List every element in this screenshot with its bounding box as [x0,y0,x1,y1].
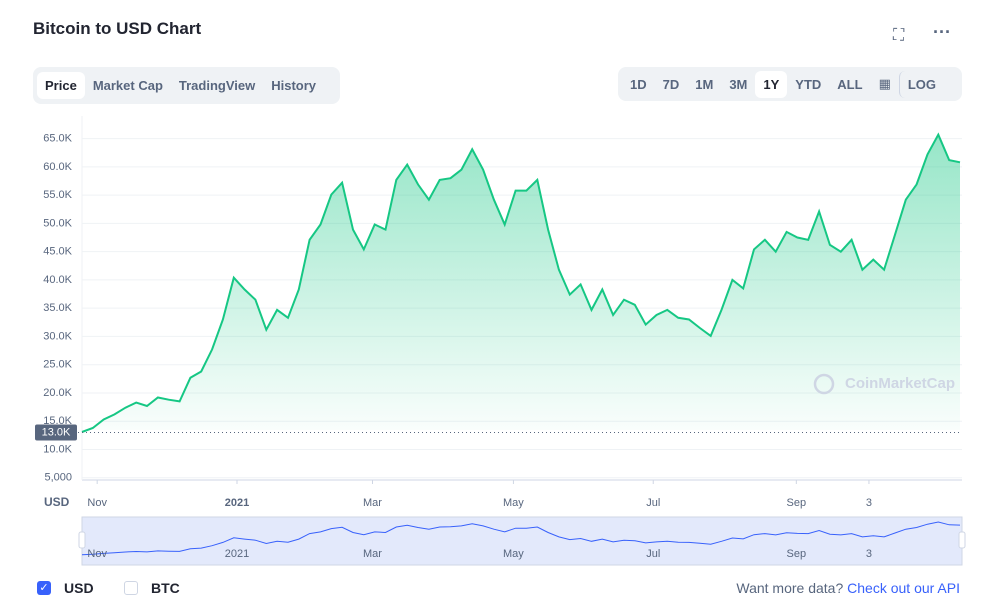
navigator-tick-label: Jul [646,548,660,560]
marker-box [35,424,77,441]
log-button[interactable]: LOG [898,70,944,98]
y-tick-label: 50.0K [43,217,72,229]
navigator-handle [78,531,86,549]
tab-group: Price Market Cap TradingView History [33,67,340,104]
fullscreen-icon[interactable]: ⛶ [893,27,905,44]
y-tick-label: 15.0K [43,415,72,427]
price-line [81,132,961,433]
y-tick-label: 55.0K [43,189,72,201]
range-button[interactable]: 1D [630,76,647,92]
y-tick-label: 25.0K [43,359,72,371]
range-button[interactable]: ALL [837,76,863,92]
axis-label: USD [44,495,70,509]
range-button[interactable]: 3M [729,76,748,92]
range-button[interactable]: 1Y [755,70,788,98]
y-tick-label: 35.0K [43,302,72,314]
range-button[interactable]: 1M [695,76,714,92]
option-label[interactable]: BTC [151,580,180,596]
tab[interactable]: TradingView [178,78,256,93]
navigator-tick-label: 2021 [225,548,249,560]
api-prompt: Want more data? Check out our API [736,580,960,596]
y-tick-label: 40.0K [43,274,72,286]
chart-title: Bitcoin to USD Chart [33,19,202,38]
y-tick-label: 45.0K [43,246,72,258]
navigator-tick-label: Mar [363,548,382,560]
y-tick-label: 10.0K [43,443,72,455]
navigator-line [81,521,961,556]
y-tick-label: 20.0K [43,387,72,399]
x-tick-label: May [503,497,524,509]
tab[interactable]: Market Cap [92,78,163,93]
navigator-tick-label: May [503,548,524,560]
marker-label: 13.0K [42,426,71,438]
y-tick-label: 30.0K [43,330,72,342]
y-tick-label: 60.0K [43,161,72,173]
prompt: Want more data? [736,580,844,596]
option-label[interactable]: USD [64,580,94,596]
x-tick-label: Nov [87,497,107,509]
range-button[interactable]: 7D [662,76,680,92]
tab[interactable]: Price [37,72,85,99]
calendar-icon[interactable]: ▦ [878,76,891,91]
x-tick-label: Jul [646,497,660,509]
x-tick-label: Mar [363,497,382,509]
more-icon[interactable]: ··· [933,22,951,42]
api-link[interactable]: Check out our API [847,580,960,596]
x-tick-label: Sep [787,497,807,509]
checkbox[interactable] [124,581,138,595]
navigator [81,516,963,566]
tab[interactable]: History [271,78,317,93]
x-tick-label: 3 [866,497,872,509]
range-group: 1D 7D 1M 3M 1Y YTD ALL ▦ LOG [618,67,962,101]
navigator-tick-label: Nov [87,548,107,560]
y-tick-label: 5,000 [44,472,72,484]
x-tick-label: 2021 [225,497,249,509]
navigator-handle [958,531,966,549]
y-tick-label: 65.0K [43,133,72,145]
watermark-logo [813,373,835,395]
navigator-tick-label: 3 [866,548,872,560]
range-button[interactable]: YTD [795,76,822,92]
checkbox-checked[interactable]: ✓ [37,581,51,595]
area-fill [82,134,960,432]
navigator-tick-label: Sep [787,548,807,560]
watermark: CoinMarketCap [845,375,955,392]
